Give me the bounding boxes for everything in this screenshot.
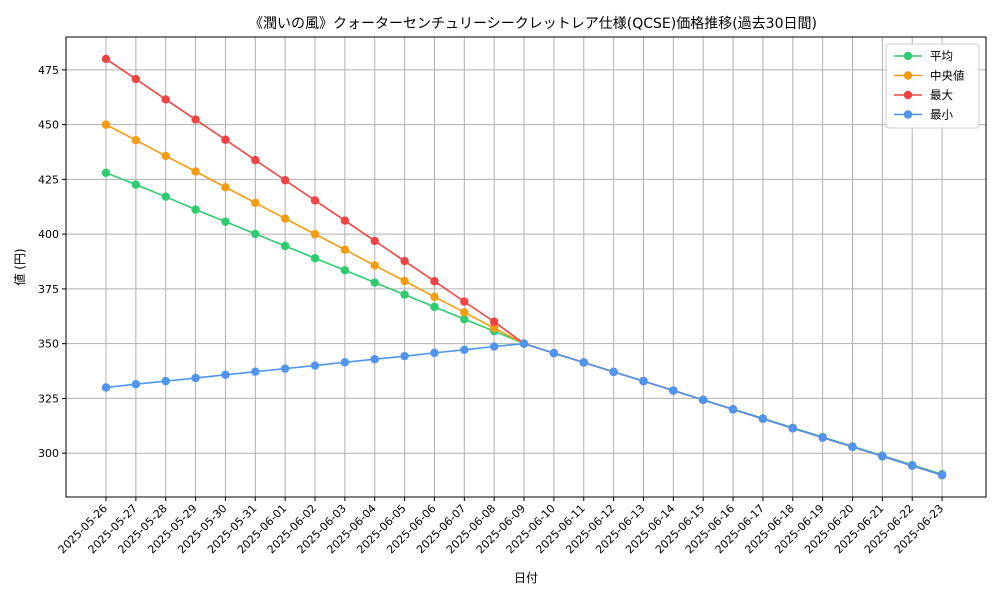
y-tick-label: 425 bbox=[38, 173, 59, 186]
y-tick-label: 300 bbox=[38, 447, 59, 460]
data-point bbox=[221, 135, 230, 144]
data-point bbox=[669, 386, 678, 395]
y-axis-ticks: 300 325 350 375 400 425 450 475 bbox=[38, 64, 66, 460]
data-point bbox=[280, 214, 290, 223]
data-point bbox=[818, 433, 827, 442]
legend-label: 中央値 bbox=[930, 69, 965, 83]
data-point bbox=[430, 277, 439, 286]
data-point bbox=[848, 442, 857, 452]
data-point bbox=[340, 245, 350, 254]
data-point bbox=[101, 120, 111, 129]
data-point bbox=[430, 292, 439, 301]
data-point bbox=[400, 351, 409, 361]
data-point bbox=[280, 364, 290, 373]
data-point bbox=[251, 367, 260, 376]
data-point bbox=[370, 261, 379, 270]
data-point bbox=[101, 54, 111, 64]
data-point bbox=[460, 314, 469, 324]
data-point bbox=[340, 266, 350, 275]
chart-title: 《潤いの風》クォーターセンチュリーシークレットレア仕様(QCSE)価格推移(過去… bbox=[249, 16, 817, 32]
y-axis-label: 値 (円) bbox=[12, 248, 27, 285]
data-point bbox=[131, 180, 141, 189]
data-point bbox=[370, 355, 379, 364]
plot-frame bbox=[65, 36, 987, 498]
grid bbox=[66, 37, 986, 497]
data-point bbox=[430, 348, 439, 358]
data-point bbox=[908, 461, 917, 470]
data-point bbox=[340, 358, 350, 367]
data-point bbox=[370, 278, 379, 287]
data-point bbox=[639, 376, 648, 386]
data-point bbox=[728, 405, 738, 414]
data-point bbox=[400, 276, 409, 286]
data-point bbox=[758, 414, 768, 423]
data-point bbox=[191, 373, 200, 383]
data-point bbox=[310, 361, 320, 370]
data-point bbox=[400, 290, 409, 299]
data-point bbox=[609, 367, 618, 377]
legend-box bbox=[885, 43, 980, 129]
data-point bbox=[251, 198, 260, 208]
data-point bbox=[191, 167, 200, 176]
data-point bbox=[221, 183, 230, 192]
legend-label: 最小 bbox=[930, 108, 953, 122]
data-point bbox=[460, 345, 469, 354]
y-tick-label: 450 bbox=[38, 119, 59, 132]
data-point bbox=[489, 323, 499, 333]
data-point bbox=[370, 236, 379, 246]
data-point bbox=[489, 317, 499, 326]
data-point bbox=[519, 339, 529, 348]
data-point bbox=[699, 395, 708, 405]
data-point bbox=[161, 376, 170, 386]
data-point bbox=[788, 424, 797, 433]
data-point bbox=[310, 196, 320, 205]
y-tick-label: 350 bbox=[38, 338, 59, 351]
legend-marker bbox=[903, 90, 913, 100]
legend-marker bbox=[903, 71, 913, 80]
data-point bbox=[579, 358, 588, 367]
data-point bbox=[221, 217, 230, 226]
y-tick-label: 475 bbox=[38, 64, 59, 77]
data-point bbox=[191, 115, 200, 124]
legend-label: 平均 bbox=[930, 49, 953, 63]
data-point bbox=[101, 383, 111, 392]
data-point bbox=[251, 155, 260, 165]
data-point bbox=[191, 205, 200, 214]
data-point bbox=[131, 74, 141, 84]
data-point bbox=[101, 168, 111, 178]
data-point bbox=[460, 297, 469, 306]
data-point bbox=[310, 254, 320, 263]
data-point bbox=[280, 176, 290, 185]
legend-label: 最大 bbox=[930, 88, 953, 102]
data-point bbox=[340, 216, 350, 225]
data-point bbox=[221, 370, 230, 379]
series-layer bbox=[101, 54, 947, 480]
data-point bbox=[161, 95, 170, 104]
x-axis-label: 日付 bbox=[514, 571, 538, 585]
y-tick-label: 325 bbox=[38, 392, 59, 405]
data-point bbox=[131, 135, 141, 145]
data-point bbox=[131, 379, 141, 389]
legend-marker bbox=[903, 51, 913, 61]
data-point bbox=[460, 308, 469, 317]
data-point bbox=[161, 151, 170, 161]
legend-marker bbox=[903, 110, 913, 119]
data-point bbox=[310, 229, 320, 239]
data-point bbox=[549, 348, 559, 358]
data-point bbox=[280, 241, 290, 251]
data-point bbox=[489, 342, 499, 351]
data-point bbox=[878, 452, 887, 461]
data-point bbox=[937, 470, 947, 480]
x-axis-ticks: 2025-05-262025-05-272025-05-282025-05-29… bbox=[56, 497, 946, 556]
data-point bbox=[400, 256, 409, 266]
y-tick-label: 375 bbox=[38, 283, 59, 296]
data-point bbox=[430, 302, 439, 312]
y-tick-label: 400 bbox=[38, 228, 59, 241]
data-point bbox=[251, 229, 260, 239]
data-point bbox=[161, 192, 170, 201]
